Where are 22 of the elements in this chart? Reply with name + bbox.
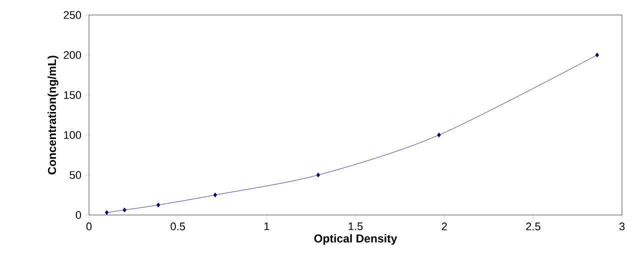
- point: [437, 132, 441, 138]
- y-tick-label: 100: [64, 131, 82, 139]
- point: [156, 202, 160, 208]
- x-tick-label: 0: [86, 222, 92, 230]
- point: [213, 192, 217, 198]
- point: [595, 52, 599, 58]
- x-tick-label: 3: [619, 222, 625, 230]
- x-tick-label: 1: [264, 222, 270, 230]
- y-tick-label: 50: [70, 171, 82, 179]
- x-tick-label: 2.5: [526, 222, 540, 230]
- x-tick-label: 1.5: [348, 222, 363, 230]
- point: [122, 208, 126, 212]
- y-tick-label: 150: [64, 91, 82, 99]
- x-tick-label: 2: [442, 222, 447, 230]
- point: [316, 172, 320, 178]
- y-tick-label: 0: [76, 211, 82, 219]
- y-tick-label: 200: [64, 51, 82, 59]
- y-tick-label: 250: [64, 11, 82, 19]
- x-axis-title: Optical Density: [314, 234, 398, 245]
- y-axis-title: Concentration(ng/mL): [48, 56, 58, 174]
- point: [104, 210, 109, 215]
- x-tick-label: 0.5: [170, 222, 185, 230]
